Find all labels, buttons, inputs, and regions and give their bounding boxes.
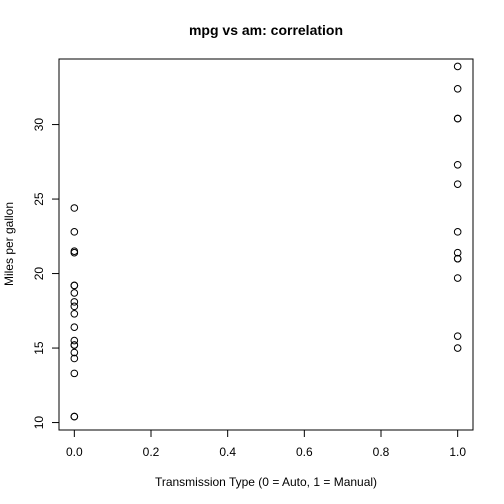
data-point-24 <box>453 62 462 71</box>
data-point-7 <box>70 302 79 311</box>
data-point-26 <box>453 180 462 188</box>
x-tick-label-4: 0.8 <box>373 445 390 459</box>
data-point-4 <box>70 204 79 212</box>
data-point-15 <box>70 336 79 345</box>
data-point-5 <box>70 228 79 236</box>
x-tick-label-1: 0.2 <box>143 445 160 459</box>
data-point-29 <box>453 274 462 282</box>
data-point-31 <box>453 248 462 257</box>
y-axis-label: Miles per gallon <box>2 202 16 286</box>
x-tick-label-2: 0.4 <box>219 445 236 459</box>
y-tick-label-2: 20 <box>32 267 46 281</box>
data-point-9 <box>70 309 79 318</box>
y-tick-label-4: 30 <box>32 118 46 132</box>
plot-frame <box>58 58 474 431</box>
data-point-18 <box>70 281 79 290</box>
data-point-14 <box>70 247 79 256</box>
data-point-27 <box>453 114 462 123</box>
y-tick-label-0: 10 <box>32 416 46 430</box>
x-tick-label-3: 0.6 <box>296 445 313 459</box>
y-axis: 10 15 20 25 30 <box>32 118 60 430</box>
data-point-30 <box>453 344 462 352</box>
data-point-20 <box>453 254 462 263</box>
y-tick-label-3: 25 <box>32 192 46 206</box>
x-tick-label-5: 1.0 <box>449 445 466 459</box>
y-tick-label-1: 15 <box>32 341 46 355</box>
data-point-8 <box>70 323 79 331</box>
x-axis-label: Transmission Type (0 = Auto, 1 = Manual) <box>155 475 377 489</box>
x-axis: 0.0 0.2 0.4 0.6 0.8 1.0 <box>66 429 466 459</box>
data-point-17 <box>70 369 79 378</box>
data-point-21 <box>453 228 462 236</box>
data-point-13 <box>70 348 79 357</box>
x-tick-label-0: 0.0 <box>66 445 83 459</box>
data-point-3 <box>70 354 79 363</box>
points-layer <box>70 62 462 421</box>
data-point-12 <box>70 412 79 421</box>
data-point-16 <box>70 341 79 349</box>
chart-title: mpg vs am: correlation <box>189 22 343 38</box>
data-point-28 <box>453 332 462 340</box>
data-point-25 <box>453 160 462 169</box>
data-point-1 <box>70 289 79 297</box>
data-point-2 <box>70 298 79 306</box>
data-point-22 <box>453 84 462 93</box>
